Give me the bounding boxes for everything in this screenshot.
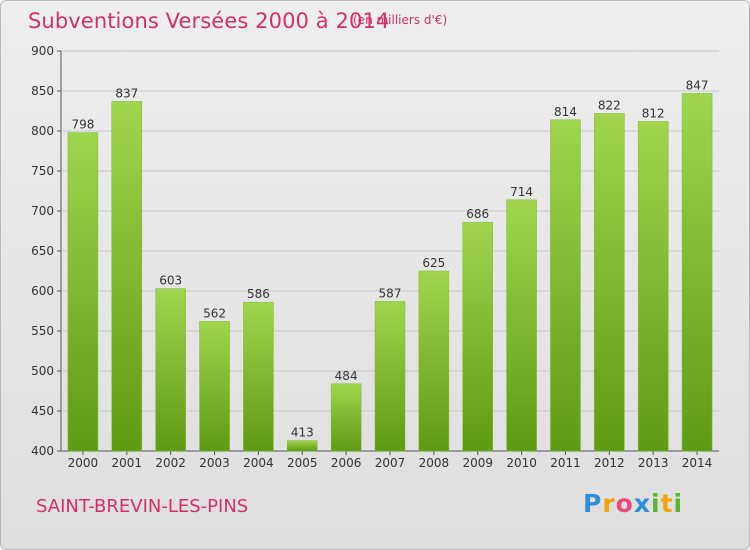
bar-2005 — [287, 440, 318, 452]
bar-2002 — [155, 288, 186, 452]
y-tick-label: 550 — [31, 324, 54, 338]
y-tick-label: 400 — [31, 444, 54, 458]
data-label-2001: 837 — [115, 86, 138, 100]
x-tick-label-2007: 2007 — [375, 456, 406, 470]
data-label-2005: 413 — [291, 426, 314, 440]
bar-2004 — [243, 301, 274, 452]
y-tick-label: 800 — [31, 124, 54, 138]
bar-2011 — [550, 119, 581, 452]
y-tick-label: 450 — [31, 404, 54, 418]
bar-2008 — [418, 270, 450, 452]
x-tick-label-2013: 2013 — [638, 456, 669, 470]
data-label-2010: 714 — [510, 185, 533, 199]
x-tick-label-2000: 2000 — [68, 456, 99, 470]
x-tick-label-2002: 2002 — [155, 456, 186, 470]
bar-2010 — [506, 199, 537, 452]
data-label-2006: 484 — [335, 369, 358, 383]
data-label-2000: 798 — [71, 118, 94, 132]
bar-2013 — [637, 121, 669, 452]
chart-title: Subventions Versées 2000 à 2014 — [28, 9, 390, 33]
y-tick-label: 850 — [31, 84, 54, 98]
data-label-2003: 562 — [203, 306, 226, 320]
bar-2006 — [330, 383, 362, 452]
data-label-2002: 603 — [159, 274, 182, 288]
y-tick-label: 600 — [31, 284, 54, 298]
data-label-2007: 587 — [379, 286, 402, 300]
data-label-2013: 812 — [642, 106, 665, 120]
data-label-2008: 625 — [422, 256, 445, 270]
bar-2001 — [111, 101, 143, 452]
x-tick-label-2004: 2004 — [243, 456, 274, 470]
x-tick-label-2012: 2012 — [594, 456, 625, 470]
x-tick-label-2008: 2008 — [419, 456, 450, 470]
bar-2007 — [374, 301, 406, 452]
data-label-2012: 822 — [598, 98, 621, 112]
bar-2009 — [462, 221, 493, 452]
y-tick-label: 650 — [31, 244, 54, 258]
data-labels: 798 837 603 562 586 413 484 587 625 686 714 814 822 8… — [71, 78, 708, 439]
city-name: SAINT-BREVIN-LES-PINS — [36, 496, 249, 517]
x-tick-label-2005: 2005 — [287, 456, 318, 470]
x-tick-label-2010: 2010 — [506, 456, 537, 470]
x-tick-label-2011: 2011 — [550, 456, 581, 470]
bar-2003 — [199, 321, 230, 452]
x-tick-label-2003: 2003 — [199, 456, 230, 470]
bar-2014 — [681, 93, 713, 452]
x-tick-label-2009: 2009 — [462, 456, 493, 470]
x-tick-label-2006: 2006 — [331, 456, 362, 470]
chart-unit: (en milliers d'€) — [353, 13, 448, 27]
x-tick-label-2001: 2001 — [112, 456, 143, 470]
x-tick-label-2014: 2014 — [682, 456, 713, 470]
data-label-2014: 847 — [686, 78, 709, 92]
bar-2012 — [594, 113, 625, 452]
y-tick-label: 900 — [31, 44, 54, 58]
y-tick-label: 700 — [31, 204, 54, 218]
bar-2000 — [67, 132, 99, 452]
data-label-2009: 686 — [466, 207, 489, 221]
y-tick-label: 500 — [31, 364, 54, 378]
proxiti-logo: Proxiti — [583, 489, 684, 518]
y-tick-label: 750 — [31, 164, 54, 178]
data-label-2004: 586 — [247, 287, 270, 301]
data-label-2011: 814 — [554, 105, 577, 119]
bars — [67, 93, 713, 452]
